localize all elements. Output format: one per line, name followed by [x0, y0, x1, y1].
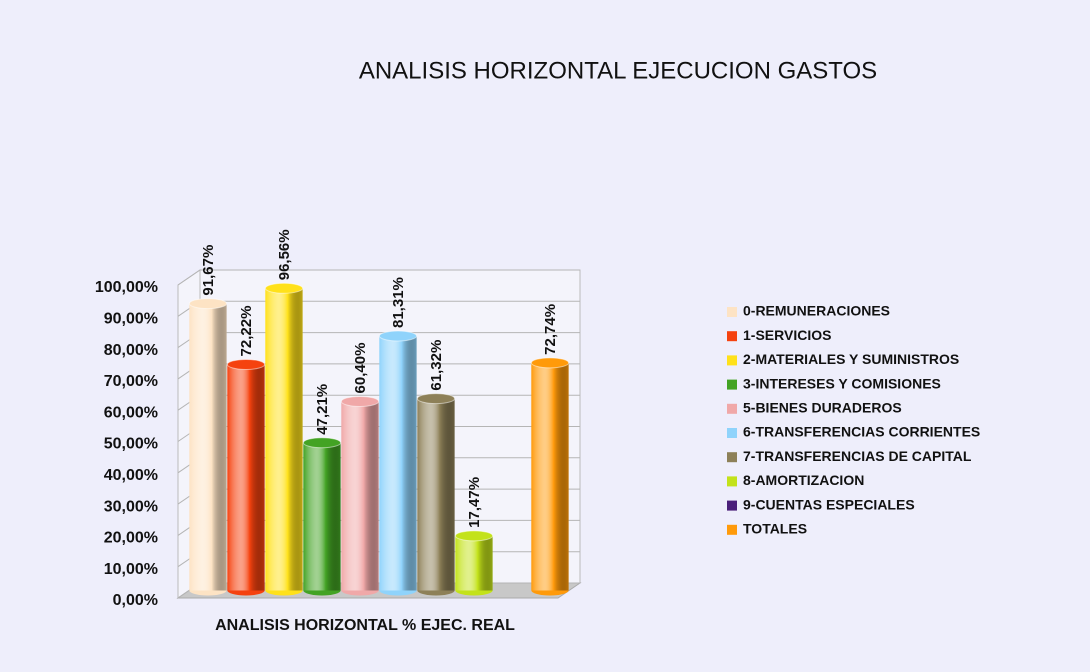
y-tick-label: 20,00% — [104, 530, 158, 547]
bar — [226, 358, 266, 596]
value-label: 17,47% — [466, 477, 483, 528]
legend-swatch — [727, 307, 737, 317]
y-tick-label: 70,00% — [104, 373, 158, 390]
bar — [264, 282, 304, 596]
x-axis-label: ANALISIS HORIZONTAL % EJEC. REAL — [215, 617, 515, 634]
value-label: 61,32% — [428, 340, 445, 391]
y-tick-label: 50,00% — [104, 436, 158, 453]
bar — [530, 357, 570, 596]
y-tick-label: 10,00% — [104, 561, 158, 578]
value-label: 72,74% — [542, 304, 559, 355]
bar — [454, 530, 494, 596]
legend-swatch — [727, 452, 737, 463]
value-label: 72,22% — [238, 306, 255, 357]
legend-label: TOTALES — [743, 521, 807, 537]
bar — [416, 393, 456, 596]
bar-top — [302, 437, 342, 449]
bar-shade — [189, 303, 227, 591]
bar-shade — [303, 442, 341, 591]
legend-label: 3-INTERESES Y COMISIONES — [743, 375, 941, 391]
bar — [188, 298, 228, 596]
bar-shade — [227, 364, 265, 591]
legend-label: 0-REMUNERACIONES — [743, 303, 890, 319]
legend-swatch — [727, 500, 737, 511]
legend-label: 6-TRANSFERENCIAS CORRIENTES — [743, 424, 980, 440]
bar-top — [378, 330, 418, 342]
grid-line — [177, 269, 580, 286]
legend-label: 5-BIENES DURADEROS — [743, 400, 902, 416]
legend-swatch — [727, 355, 737, 366]
legend-swatch — [727, 403, 737, 414]
bar-top — [340, 395, 380, 407]
bar — [340, 395, 380, 596]
y-tick-label: 80,00% — [104, 342, 158, 359]
value-label: 81,31% — [390, 277, 407, 328]
value-label: 60,40% — [352, 343, 369, 394]
chart-title: ANALISIS HORIZONTAL EJECUCION GASTOS — [359, 57, 877, 84]
value-label: 96,56% — [276, 229, 293, 280]
bar-top — [188, 298, 228, 310]
bar-shade — [341, 401, 379, 591]
y-tick-label: 30,00% — [104, 498, 158, 515]
legend-label: 2-MATERIALES Y SUMINISTROS — [743, 351, 959, 367]
bar — [302, 437, 342, 596]
bar-top — [416, 393, 456, 405]
legend-label: 7-TRANSFERENCIAS DE CAPITAL — [743, 448, 972, 464]
legend-label: 8-AMORTIZACION — [743, 472, 864, 488]
legend-swatch — [727, 428, 737, 438]
value-label: 47,21% — [314, 384, 331, 435]
bar-top — [530, 357, 570, 369]
legend-swatch — [727, 379, 737, 390]
legend-swatch — [727, 476, 737, 487]
y-tick-label: 0,00% — [113, 592, 158, 609]
bar-top — [264, 282, 304, 294]
bar-shade — [417, 398, 455, 591]
bar-top — [454, 530, 494, 542]
y-tick-label: 90,00% — [104, 311, 158, 328]
bar-top — [226, 358, 266, 370]
legend-label: 9-CUENTAS ESPECIALES — [743, 496, 915, 512]
bar-shade — [379, 335, 417, 591]
bar — [378, 330, 418, 596]
y-tick-label: 100,00% — [95, 279, 158, 296]
legend-label: 1-SERVICIOS — [743, 327, 831, 343]
bar-shade — [265, 288, 303, 591]
value-label: 91,67% — [200, 245, 217, 296]
y-tick-label: 40,00% — [104, 467, 158, 484]
bar-shade — [531, 362, 569, 591]
legend-swatch — [727, 524, 737, 535]
bar-shade — [455, 535, 493, 591]
legend-swatch — [727, 331, 737, 342]
y-tick-label: 60,00% — [104, 404, 158, 421]
